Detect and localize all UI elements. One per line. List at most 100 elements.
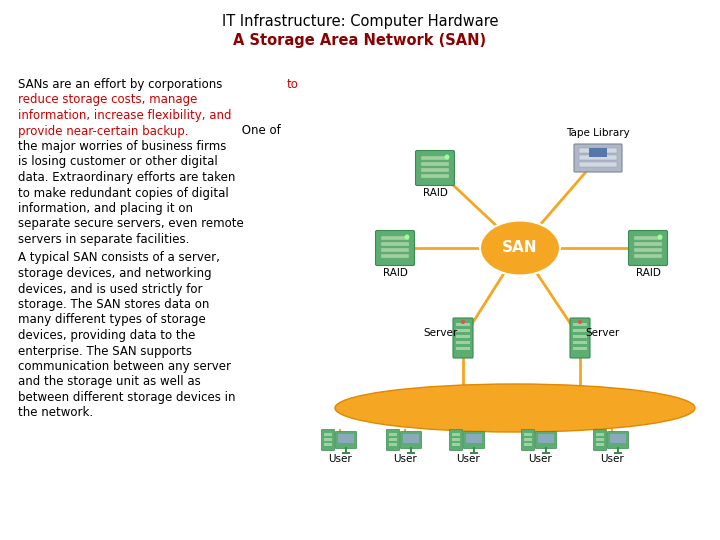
FancyBboxPatch shape xyxy=(376,231,415,266)
Bar xyxy=(421,174,449,178)
Text: User: User xyxy=(456,454,480,464)
Text: storage. The SAN stores data on: storage. The SAN stores data on xyxy=(18,298,210,311)
Circle shape xyxy=(405,234,410,240)
Text: information, increase flexibility, and: information, increase flexibility, and xyxy=(18,109,232,122)
Bar xyxy=(573,341,587,344)
Bar xyxy=(342,452,350,454)
FancyBboxPatch shape xyxy=(453,318,473,358)
FancyBboxPatch shape xyxy=(570,318,590,358)
Text: data. Extraordinary efforts are taken: data. Extraordinary efforts are taken xyxy=(18,171,235,184)
Bar xyxy=(466,434,482,443)
FancyBboxPatch shape xyxy=(322,429,335,450)
FancyBboxPatch shape xyxy=(629,231,667,266)
Bar xyxy=(610,434,626,443)
Text: reduce storage costs, manage: reduce storage costs, manage xyxy=(18,93,197,106)
Text: User: User xyxy=(528,454,552,464)
Bar xyxy=(596,438,604,441)
Bar xyxy=(573,335,587,338)
Bar xyxy=(421,168,449,172)
Text: SANs are an effort by corporations: SANs are an effort by corporations xyxy=(18,78,226,91)
Bar xyxy=(389,438,397,441)
Text: IT Infrastructure: Computer Hardware: IT Infrastructure: Computer Hardware xyxy=(222,14,498,29)
Bar xyxy=(573,347,587,350)
Ellipse shape xyxy=(335,384,695,432)
Text: storage devices, and networking: storage devices, and networking xyxy=(18,267,212,280)
Bar xyxy=(403,434,419,443)
Bar xyxy=(456,329,470,332)
Bar xyxy=(634,236,662,240)
Bar xyxy=(381,236,409,240)
Bar xyxy=(389,433,397,436)
Bar xyxy=(452,443,460,446)
Text: to: to xyxy=(287,78,298,91)
Bar xyxy=(634,242,662,246)
Text: devices, and is used strictly for: devices, and is used strictly for xyxy=(18,282,202,295)
Bar xyxy=(614,452,622,454)
Text: devices, providing data to the: devices, providing data to the xyxy=(18,329,195,342)
Text: enterprise. The SAN supports: enterprise. The SAN supports xyxy=(18,345,192,357)
Bar xyxy=(407,452,415,454)
Bar xyxy=(634,248,662,252)
Bar xyxy=(538,434,554,443)
Bar xyxy=(456,323,470,326)
Text: the major worries of business firms: the major worries of business firms xyxy=(18,140,226,153)
Text: A typical SAN consists of a server,: A typical SAN consists of a server, xyxy=(18,252,220,265)
Text: User: User xyxy=(328,454,352,464)
Text: One of: One of xyxy=(238,125,281,138)
FancyBboxPatch shape xyxy=(400,431,421,449)
Text: provide near-certain backup.: provide near-certain backup. xyxy=(18,125,189,138)
Bar xyxy=(381,242,409,246)
FancyBboxPatch shape xyxy=(464,431,485,449)
FancyBboxPatch shape xyxy=(521,429,534,450)
Bar xyxy=(579,162,617,167)
Text: Server: Server xyxy=(424,328,458,338)
Bar xyxy=(324,433,332,436)
Text: between different storage devices in: between different storage devices in xyxy=(18,391,235,404)
Bar xyxy=(470,452,478,454)
Text: to make redundant copies of digital: to make redundant copies of digital xyxy=(18,186,229,199)
Bar xyxy=(452,438,460,441)
Circle shape xyxy=(444,154,449,159)
Circle shape xyxy=(461,320,465,324)
Bar xyxy=(524,443,532,446)
Text: many different types of storage: many different types of storage xyxy=(18,314,206,327)
Bar xyxy=(456,335,470,338)
Bar xyxy=(456,341,470,344)
Text: and the storage unit as well as: and the storage unit as well as xyxy=(18,375,201,388)
Bar xyxy=(381,248,409,252)
Text: User: User xyxy=(600,454,624,464)
FancyBboxPatch shape xyxy=(608,431,629,449)
Bar xyxy=(421,162,449,166)
Bar xyxy=(524,438,532,441)
FancyBboxPatch shape xyxy=(593,429,606,450)
Bar xyxy=(452,433,460,436)
Text: Tape Library: Tape Library xyxy=(566,128,630,138)
FancyBboxPatch shape xyxy=(536,431,557,449)
Text: SAN: SAN xyxy=(503,240,538,255)
Text: information, and placing it on: information, and placing it on xyxy=(18,202,193,215)
Bar xyxy=(634,254,662,258)
FancyBboxPatch shape xyxy=(415,151,454,186)
FancyBboxPatch shape xyxy=(387,429,400,450)
Bar xyxy=(579,155,617,160)
Text: servers in separate facilities.: servers in separate facilities. xyxy=(18,233,189,246)
Bar xyxy=(573,329,587,332)
Bar xyxy=(324,438,332,441)
Text: separate secure servers, even remote: separate secure servers, even remote xyxy=(18,218,244,231)
Bar xyxy=(524,433,532,436)
Bar xyxy=(596,443,604,446)
Bar xyxy=(542,452,550,454)
Text: A Storage Area Network (SAN): A Storage Area Network (SAN) xyxy=(233,33,487,48)
Text: RAID: RAID xyxy=(423,188,447,198)
Bar xyxy=(338,434,354,443)
Bar xyxy=(324,443,332,446)
Bar xyxy=(456,347,470,350)
Text: communication between any server: communication between any server xyxy=(18,360,231,373)
Bar xyxy=(573,323,587,326)
Text: Server: Server xyxy=(585,328,619,338)
Text: RAID: RAID xyxy=(636,268,660,278)
Circle shape xyxy=(657,234,662,240)
FancyBboxPatch shape xyxy=(574,144,622,172)
Text: the network.: the network. xyxy=(18,407,93,420)
Text: is losing customer or other digital: is losing customer or other digital xyxy=(18,156,217,168)
